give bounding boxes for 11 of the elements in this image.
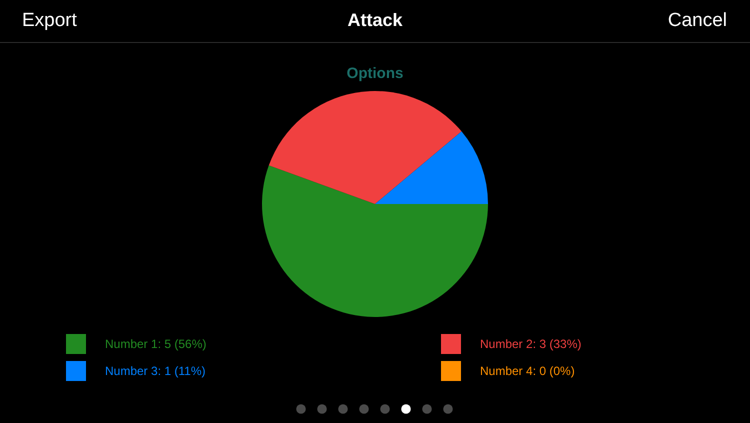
chart-title: Attack bbox=[347, 9, 403, 31]
legend-label: Number 4: 0 (0%) bbox=[480, 364, 575, 378]
button-label: Export bbox=[22, 10, 77, 32]
button-label: Cancel bbox=[668, 10, 727, 32]
legend-label: Number 2: 3 (33%) bbox=[480, 337, 582, 351]
pie-slice bbox=[268, 91, 462, 204]
pie-slice bbox=[262, 165, 488, 317]
pie-slice bbox=[375, 131, 488, 204]
legend-label: Number 3: 1 (11%) bbox=[105, 364, 206, 378]
legend-label: Number 1: 5 (56%) bbox=[105, 337, 206, 351]
chart-subtitle: Options bbox=[346, 65, 404, 82]
